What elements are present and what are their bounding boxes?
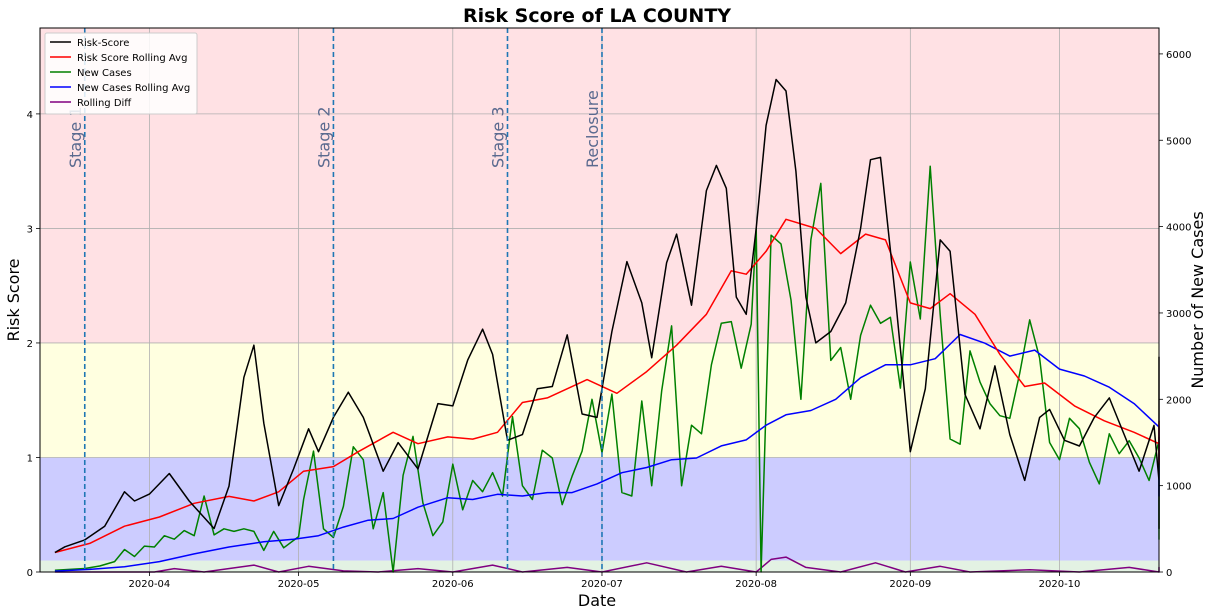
event-label: Stage 3: [488, 107, 507, 169]
left-tick-label: 0: [27, 568, 33, 579]
left-tick-label: 4: [27, 110, 33, 121]
x-tick-label: 2020-09: [889, 579, 931, 590]
legend: Risk-Score Risk Score Rolling Avg New Case…: [44, 32, 198, 115]
right-axis-ticks: 0 1000 2000 3000 4000 5000 6000: [1159, 50, 1191, 579]
x-tick-label: 2020-07: [581, 579, 623, 590]
event-label: Reclosure: [583, 90, 602, 168]
x-tick-label: 2020-10: [1039, 579, 1081, 590]
x-tick-label: 2020-06: [432, 579, 474, 590]
x-axis-ticks: 2020-04 2020-05 2020-06 2020-07 2020-08 2020-…: [129, 572, 1081, 590]
legend-box: [44, 32, 198, 115]
risk-band-3: [40, 28, 1159, 343]
right-tick-label: 6000: [1166, 50, 1191, 61]
right-tick-label: 3000: [1166, 309, 1191, 320]
left-tick-label: 3: [27, 224, 33, 235]
legend-label: Risk-Score: [77, 38, 129, 49]
chart-title: Risk Score of LA COUNTY: [463, 5, 731, 27]
event-markers: Stage 1 Stage 2 Stage 3 Reclosure: [66, 28, 603, 572]
x-axis-label: Date: [578, 591, 616, 610]
event-label: Stage 2: [314, 107, 333, 169]
left-tick-label: 1: [27, 453, 33, 464]
right-tick-label: 5000: [1166, 136, 1191, 147]
right-tick-label: 1000: [1166, 482, 1191, 493]
left-tick-label: 2: [27, 339, 33, 350]
y-axis-label-right: Number of New Cases: [1188, 211, 1207, 388]
x-tick-label: 2020-08: [735, 579, 777, 590]
legend-label: New Cases Rolling Avg: [77, 83, 190, 94]
legend-label: New Cases: [77, 68, 132, 79]
right-tick-label: 0: [1166, 568, 1172, 579]
right-tick-label: 4000: [1166, 223, 1191, 234]
series-line-rolling-diff: [54, 556, 1160, 573]
right-tick-label: 2000: [1166, 395, 1191, 406]
plot-frame: [39, 27, 1160, 573]
legend-label: Rolling Diff: [77, 98, 132, 109]
risk-band-0: [40, 560, 1159, 572]
x-tick-label: 2020-05: [278, 579, 320, 590]
x-tick-label: 2020-04: [129, 579, 171, 590]
risk-band-1: [40, 457, 1159, 561]
y-axis-label-left: Risk Score: [4, 258, 23, 341]
legend-label: Risk Score Rolling Avg: [77, 53, 187, 64]
event-label: Stage 1: [66, 107, 85, 169]
left-axis-ticks: 0 1 2 3 4: [27, 110, 40, 579]
